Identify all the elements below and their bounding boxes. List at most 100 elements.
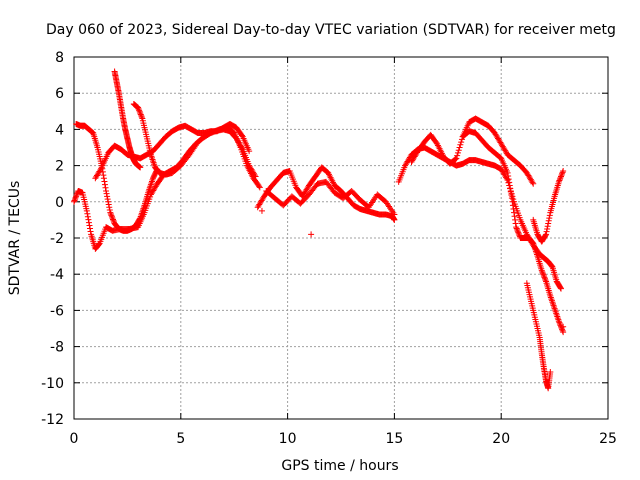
data-point (109, 215, 116, 222)
data-point (308, 231, 315, 238)
data-point (509, 202, 516, 209)
data-point (538, 267, 545, 274)
data-point (452, 156, 459, 163)
data-point (102, 184, 109, 191)
data-point (246, 148, 253, 155)
data-point (504, 169, 511, 176)
data-point (137, 110, 144, 117)
data-point (557, 284, 564, 291)
data-point (543, 228, 550, 235)
data-point (100, 172, 107, 179)
data-point (530, 180, 537, 187)
y-tick-label: -4 (50, 267, 64, 283)
data-point (556, 320, 563, 327)
data-point (558, 285, 565, 292)
data-point (559, 326, 566, 333)
data-point (71, 198, 77, 205)
x-tick-label: 5 (176, 431, 185, 447)
data-point (86, 222, 93, 229)
y-tick-label: -8 (50, 340, 64, 356)
data-point (457, 141, 464, 148)
data-point (558, 173, 565, 180)
data-point (559, 170, 566, 177)
data-point (539, 268, 546, 275)
data-point (546, 212, 553, 219)
x-tick-label: 20 (492, 431, 510, 447)
data-point (256, 184, 263, 191)
data-point (105, 198, 112, 205)
data-point (513, 224, 520, 231)
data-point (100, 175, 107, 182)
data-point (545, 217, 552, 224)
data-point (87, 228, 94, 235)
y-tick-label: -6 (50, 303, 64, 319)
data-point (505, 176, 512, 183)
data-point (505, 173, 512, 180)
data-point (559, 327, 566, 334)
data-point (72, 196, 79, 203)
data-point (506, 182, 513, 189)
data-point (458, 139, 465, 146)
data-point (251, 172, 258, 179)
data-point (137, 111, 144, 118)
data-point (138, 114, 145, 121)
y-tick-label: -10 (41, 376, 64, 392)
data-point (83, 207, 90, 214)
data-point (135, 104, 142, 111)
data-point (511, 209, 518, 216)
data-point (456, 144, 463, 151)
data-point (513, 225, 520, 232)
data-point (391, 216, 398, 223)
x-tick-label: 10 (279, 431, 297, 447)
data-point (546, 215, 553, 222)
data-point (509, 198, 516, 205)
data-point (529, 179, 536, 186)
data-point (512, 216, 519, 223)
data-point (556, 176, 563, 183)
x-tick-label: 0 (70, 431, 79, 447)
data-point (515, 229, 522, 236)
data-point (558, 172, 565, 179)
data-point (104, 196, 111, 203)
data-point (391, 211, 398, 218)
data-point (101, 178, 108, 185)
data-point (541, 274, 548, 281)
x-axis-title: GPS time / hours (281, 458, 398, 474)
data-point (136, 108, 143, 115)
data-point (506, 179, 513, 186)
data-point (453, 155, 460, 162)
data-point (557, 322, 564, 329)
data-point (84, 213, 91, 220)
data-point (108, 213, 115, 220)
data-point (548, 262, 555, 269)
data-point (559, 169, 566, 176)
data-point (85, 219, 92, 226)
data-point (541, 275, 548, 282)
data-point (110, 217, 117, 224)
data-point (560, 323, 567, 330)
data-point (135, 106, 142, 113)
data-point (256, 183, 263, 190)
data-point (103, 190, 110, 197)
y-axis-title: SDTVAR / TECUs (7, 181, 23, 296)
data-point (510, 196, 517, 203)
y-axis: -12 -10 -8 -6 -4 -2 0 2 4 6 8 (41, 50, 608, 428)
data-points (71, 68, 567, 392)
data-point (539, 270, 546, 277)
chart-title: Day 060 of 2023, Sidereal Day-to-day VTE… (46, 22, 616, 38)
data-point (560, 329, 567, 336)
data-point (238, 144, 245, 151)
data-point (557, 174, 564, 181)
data-point (104, 193, 111, 200)
data-point (108, 212, 115, 219)
data-point (105, 201, 112, 208)
data-point (515, 230, 522, 237)
data-point (106, 206, 113, 213)
data-point (507, 185, 514, 192)
data-point (72, 194, 79, 201)
y-tick-label: 4 (55, 122, 64, 138)
data-point (73, 193, 80, 200)
data-point (508, 192, 515, 199)
data-point (455, 147, 462, 154)
data-point (107, 209, 114, 216)
